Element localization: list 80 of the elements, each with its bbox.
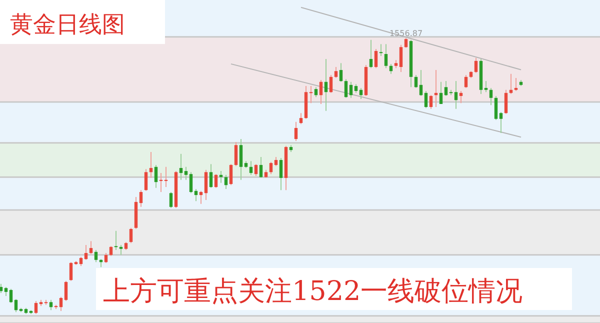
candlestick	[484, 80, 488, 93]
candlestick	[189, 172, 193, 194]
candlestick	[379, 44, 383, 56]
candlestick	[499, 111, 503, 134]
candlestick	[204, 169, 208, 201]
candlestick	[249, 160, 253, 176]
candlestick	[489, 87, 493, 106]
candlestick	[239, 138, 243, 180]
candlestick	[114, 230, 118, 250]
candlestick	[399, 44, 403, 72]
annotation: 1556.87	[389, 29, 423, 38]
candlestick	[339, 62, 343, 82]
candlestick	[199, 190, 203, 204]
candlestick	[419, 70, 423, 96]
candlestick	[404, 38, 408, 48]
candlestick	[69, 262, 73, 282]
candlestick	[94, 249, 98, 263]
candlestick	[104, 252, 108, 264]
candlestick	[154, 164, 158, 188]
candlestick	[269, 161, 273, 175]
candlestick	[514, 78, 518, 92]
candlestick	[384, 44, 388, 69]
candlestick	[184, 166, 188, 180]
candlestick	[369, 39, 373, 69]
candlestick	[329, 74, 333, 94]
candlestick	[14, 298, 18, 313]
candlestick	[429, 94, 433, 110]
candlestick	[324, 58, 328, 112]
candlestick	[59, 296, 63, 312]
candlestick	[319, 79, 323, 104]
candlestick	[374, 48, 378, 69]
candlestick	[179, 153, 183, 180]
candlestick	[259, 156, 263, 178]
candlestick	[474, 57, 478, 74]
candlestick	[254, 164, 258, 176]
candlestick	[229, 164, 233, 186]
candlestick	[294, 121, 298, 142]
candlestick	[234, 142, 238, 167]
candlestick	[349, 81, 353, 98]
candlestick	[314, 86, 318, 98]
candlestick	[344, 78, 348, 98]
candlestick	[464, 74, 468, 88]
candlestick	[89, 240, 93, 255]
candlestick	[119, 244, 123, 256]
candlestick	[194, 188, 198, 202]
candlestick	[139, 190, 143, 208]
candlestick	[414, 74, 418, 88]
candlestick	[84, 244, 88, 260]
candlestick	[359, 87, 363, 100]
candlestick	[444, 80, 448, 96]
chart-title: 黄金日线图	[10, 12, 125, 38]
candlestick	[214, 174, 218, 188]
candlestick	[459, 90, 463, 104]
candlestick	[309, 86, 313, 104]
candlestick	[224, 174, 228, 190]
candlestick	[34, 300, 38, 314]
candlestick	[49, 299, 53, 311]
candlestick	[79, 256, 83, 266]
candlestick	[279, 158, 283, 191]
candlestick	[0, 283, 3, 294]
candlestick	[274, 156, 278, 167]
candlestick	[144, 168, 148, 192]
candlestick	[209, 164, 213, 188]
candlestick	[169, 192, 173, 209]
candlestick	[509, 73, 513, 95]
candlestick	[9, 288, 13, 304]
candlestick	[454, 80, 458, 110]
candlestick	[149, 151, 153, 178]
candlestick	[504, 89, 508, 114]
candlestick	[494, 95, 498, 120]
candlestick	[424, 90, 428, 109]
candlestick	[109, 246, 113, 257]
annotation: 上方可重点关注1522一线破位情况	[103, 276, 523, 307]
candlestick	[439, 81, 443, 104]
candlestick	[389, 63, 393, 74]
candlestick	[299, 112, 303, 125]
candlestick	[129, 227, 133, 244]
candlestick	[4, 286, 8, 297]
candlestick	[64, 280, 68, 302]
candlestick	[334, 66, 338, 79]
